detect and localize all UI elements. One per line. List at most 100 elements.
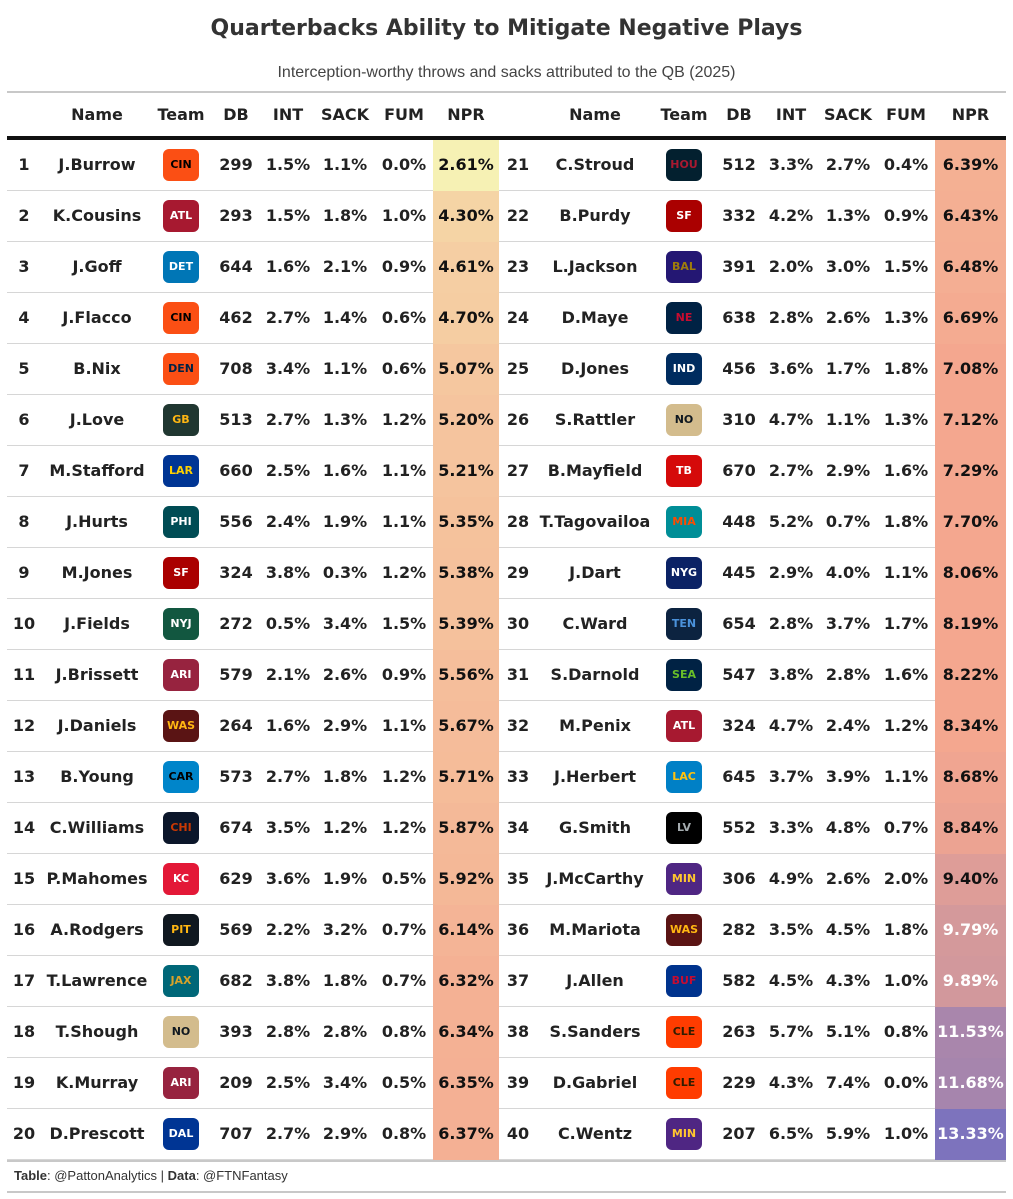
cell-name: C.Wentz: [557, 1124, 633, 1143]
column-header-fum-right: FUM: [886, 105, 926, 124]
cell-npr-bar: 11.53%: [935, 1007, 1006, 1058]
cell-db: 207: [722, 1124, 756, 1143]
cell-db: 293: [219, 206, 253, 225]
team-logo-icon: NO: [163, 1016, 199, 1048]
cell-sack: 1.8%: [322, 767, 368, 786]
cell-name: D.Prescott: [49, 1124, 145, 1143]
cell-npr-bar: 9.79%: [935, 905, 1006, 956]
cell-fum: 0.7%: [381, 971, 427, 990]
cell-sack: 4.3%: [825, 971, 871, 990]
cell-int: 4.5%: [768, 971, 814, 990]
team-logo-icon: LAR: [163, 455, 199, 487]
cell-int: 1.5%: [265, 155, 311, 174]
cell-int: 3.6%: [265, 869, 311, 888]
cell-int: 2.7%: [265, 308, 311, 327]
cell-rank: 8: [18, 512, 30, 531]
cell-sack: 3.4%: [322, 1073, 368, 1092]
cell-rank: 17: [12, 971, 36, 990]
cell-rank: 37: [506, 971, 530, 990]
cell-int: 3.8%: [265, 563, 311, 582]
cell-name: D.Jones: [560, 359, 630, 378]
cell-npr-bar: 5.71%: [433, 752, 499, 803]
team-logo-icon: CHI: [163, 812, 199, 844]
cell-int: 2.9%: [768, 563, 814, 582]
cell-sack: 1.7%: [825, 359, 871, 378]
cell-db: 324: [722, 716, 756, 735]
column-header-name-right: Name: [569, 105, 621, 124]
team-logo-icon: KC: [163, 863, 199, 895]
footer-data-value: : @FTNFantasy: [195, 1168, 288, 1183]
cell-rank: 24: [506, 308, 530, 327]
cell-name: L.Jackson: [552, 257, 638, 276]
cell-db: 391: [722, 257, 756, 276]
cell-rank: 38: [506, 1022, 530, 1041]
cell-sack: 0.3%: [322, 563, 368, 582]
cell-rank: 22: [506, 206, 530, 225]
cell-npr-bar: 5.67%: [433, 701, 499, 752]
cell-int: 2.8%: [768, 308, 814, 327]
cell-fum: 1.2%: [381, 818, 427, 837]
team-logo-icon: NO: [666, 404, 702, 436]
cell-fum: 0.5%: [381, 1073, 427, 1092]
cell-sack: 2.6%: [825, 308, 871, 327]
cell-npr-bar: 8.68%: [935, 752, 1006, 803]
chart-title: Quarterbacks Ability to Mitigate Negativ…: [210, 16, 803, 41]
cell-sack: 4.5%: [825, 920, 871, 939]
table-row: 15 P.Mahomes KC 629 3.6% 1.9% 0.5% 5.92% 35 J.McC…: [7, 854, 1006, 905]
cell-db: 462: [219, 308, 253, 327]
cell-rank: 10: [12, 614, 36, 633]
cell-int: 4.3%: [768, 1073, 814, 1092]
cell-db: 456: [722, 359, 756, 378]
cell-int: 2.8%: [768, 614, 814, 633]
cell-sack: 2.1%: [322, 257, 368, 276]
cell-fum: 1.3%: [883, 308, 929, 327]
cell-db: 660: [219, 461, 253, 480]
cell-rank: 40: [506, 1124, 530, 1143]
cell-int: 1.6%: [265, 716, 311, 735]
table-row: 4 J.Flacco CIN 462 2.7% 1.4% 0.6% 4.70% 24 D.Maye…: [7, 293, 1006, 344]
cell-name: B.Young: [60, 767, 134, 786]
cell-name: J.Herbert: [553, 767, 636, 786]
team-logo-icon: DET: [163, 251, 199, 283]
cell-sack: 2.6%: [825, 869, 871, 888]
cell-fum: 0.7%: [381, 920, 427, 939]
team-logo-icon: GB: [163, 404, 199, 436]
cell-name: K.Cousins: [52, 206, 142, 225]
cell-npr-bar: 8.84%: [935, 803, 1006, 854]
cell-rank: 4: [18, 308, 30, 327]
cell-int: 3.5%: [265, 818, 311, 837]
cell-npr-bar: 9.89%: [935, 956, 1006, 1007]
cell-fum: 2.0%: [883, 869, 929, 888]
cell-fum: 1.5%: [381, 614, 427, 633]
cell-npr-bar: 6.32%: [433, 956, 499, 1007]
cell-db: 332: [722, 206, 756, 225]
cell-rank: 27: [506, 461, 530, 480]
cell-int: 3.3%: [768, 818, 814, 837]
cell-rank: 18: [12, 1022, 36, 1041]
team-logo-icon: PIT: [163, 914, 199, 946]
column-header-sack-right: SACK: [823, 105, 873, 124]
cell-rank: 1: [18, 155, 30, 174]
cell-int: 4.7%: [768, 410, 814, 429]
team-logo-icon: LV: [666, 812, 702, 844]
column-header-db-left: DB: [223, 105, 249, 124]
team-logo-icon: MIA: [666, 506, 702, 538]
cell-npr-bar: 4.70%: [433, 293, 499, 344]
cell-name: J.Hurts: [66, 512, 128, 531]
cell-fum: 1.8%: [883, 359, 929, 378]
cell-npr-bar: 8.06%: [935, 548, 1006, 599]
cell-rank: 16: [12, 920, 36, 939]
table-row: 18 T.Shough NO 393 2.8% 2.8% 0.8% 6.34% 38 S.Sand…: [7, 1007, 1006, 1058]
cell-db: 445: [722, 563, 756, 582]
cell-db: 299: [219, 155, 253, 174]
cell-sack: 2.8%: [825, 665, 871, 684]
team-logo-icon: LAC: [666, 761, 702, 793]
cell-sack: 3.0%: [825, 257, 871, 276]
cell-fum: 0.9%: [381, 665, 427, 684]
table-row: 1 J.Burrow CIN 299 1.5% 1.1% 0.0% 2.61% 21 C.Stro…: [7, 140, 1006, 191]
column-header-sack-left: SACK: [320, 105, 370, 124]
cell-sack: 2.6%: [322, 665, 368, 684]
cell-name: D.Maye: [561, 308, 629, 327]
cell-sack: 2.9%: [322, 1124, 368, 1143]
cell-name: B.Mayfield: [547, 461, 643, 480]
